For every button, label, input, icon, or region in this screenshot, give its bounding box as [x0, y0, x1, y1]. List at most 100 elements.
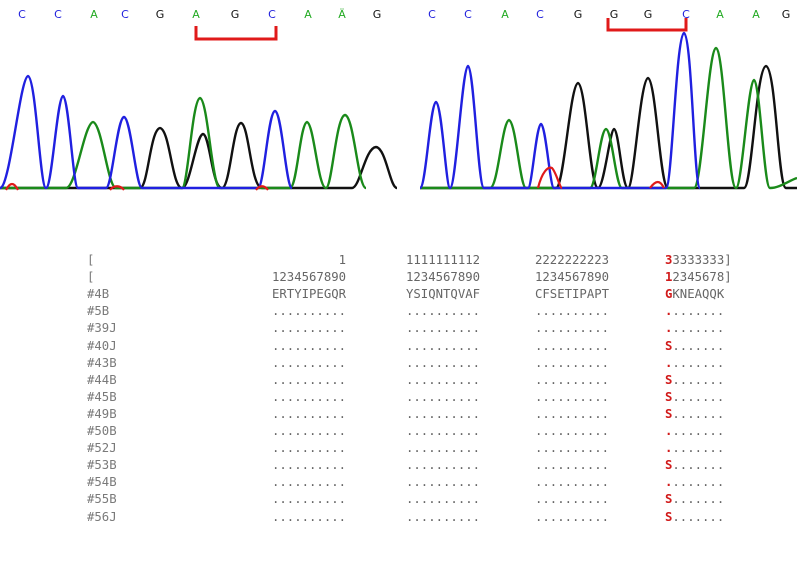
residues-32-38: .......	[672, 389, 725, 404]
residues-1-10: ..........	[272, 509, 347, 524]
residue-31-highlight: S	[665, 389, 673, 404]
protein-alignment: [ 1 1111111112 2222222223 33333333][1234567…	[0, 252, 797, 577]
alignment-row: #40J.............................. S.....…	[0, 338, 797, 355]
residues-11-20: ..........	[406, 355, 481, 370]
residues-1-10: 1	[272, 253, 347, 267]
residues-31-38: S.......	[665, 457, 724, 474]
trace-c-right	[418, 31, 702, 190]
residue-31-highlight: 1	[665, 270, 673, 285]
alignment-row: #4B ERTYIPEGQR YSIQNTQVAF CFSETIPAPT GKNEAQQ…	[0, 286, 797, 303]
sequence-label: #50B	[87, 424, 117, 438]
residues-21-30: ..........	[535, 509, 610, 524]
sequence-label: #55B	[87, 492, 117, 507]
residues-1-10: ..........	[272, 441, 347, 456]
residue-31-highlight: .	[665, 441, 673, 456]
residues-32-38: .......	[672, 321, 725, 336]
residues-31-38: ........	[665, 320, 724, 337]
residues-32-38: .......	[672, 338, 725, 353]
residues-31-38: S.......	[665, 491, 724, 508]
residues-31-38: ........	[665, 440, 724, 457]
residue-31-highlight: S	[665, 509, 673, 524]
residues-11-20: ..........	[406, 424, 481, 438]
residues-1-10: ..........	[272, 492, 347, 507]
alignment-header-row: [1234567890 1234567890 1234567890 12345678]	[0, 269, 797, 286]
residue-31-highlight: S	[665, 406, 673, 421]
base-call-left-7: G	[231, 8, 240, 21]
sequence-label: [	[87, 270, 95, 285]
residues-11-20: ..........	[406, 372, 481, 387]
residues-31-38: 12345678]	[665, 269, 732, 286]
residue-31-highlight: G	[665, 287, 673, 302]
residues-21-30: ..........	[535, 372, 610, 387]
trace-a-left	[0, 96, 368, 190]
residues-21-30: ..........	[535, 424, 610, 438]
residues-1-10: 1234567890	[272, 270, 347, 285]
sequence-label: #52J	[87, 441, 117, 456]
residues-11-20: ..........	[406, 406, 481, 421]
residues-1-10: ..........	[272, 424, 347, 438]
alignment-header-row: [ 1 1111111112 2222222223 33333333]	[0, 252, 797, 269]
residues-11-20: ..........	[406, 338, 481, 353]
alignment-row: #39J....................................…	[0, 320, 797, 337]
base-call-left-9: A	[304, 8, 312, 21]
base-call-right-9: A	[716, 8, 724, 21]
sequence-label: [	[87, 253, 95, 267]
residues-21-30: ..........	[535, 458, 610, 473]
residues-32-38: KNEAQQK	[672, 287, 725, 302]
residue-31-highlight: .	[665, 304, 673, 319]
trace-g-right	[420, 64, 797, 190]
residues-32-38: .......	[672, 492, 725, 507]
residues-21-30: ..........	[535, 441, 610, 456]
sequence-label: #40J	[87, 338, 117, 353]
residues-21-30: ..........	[535, 338, 610, 353]
base-call-right-10: A	[752, 8, 760, 21]
residues-31-38: ........	[665, 303, 724, 320]
residue-31-highlight: 3	[665, 253, 673, 267]
residues-1-10: ..........	[272, 389, 347, 404]
base-call-left-4: C	[121, 8, 129, 21]
base-call-left-6: A	[192, 8, 200, 21]
residues-31-38: S.......	[665, 406, 724, 423]
residues-31-38: ........	[665, 474, 724, 491]
base-call-right-11: G	[782, 8, 791, 21]
residues-32-38: .......	[672, 372, 725, 387]
base-call-right-7: G	[644, 8, 653, 21]
residues-11-20: ..........	[406, 458, 481, 473]
residues-21-30: CFSETIPAPT	[535, 287, 610, 302]
residues-21-30: ..........	[535, 475, 610, 490]
residue-31-highlight: .	[665, 424, 673, 438]
residues-11-20: YSIQNTQVAF	[406, 287, 481, 302]
residues-31-38: ........	[665, 423, 724, 440]
codon-bracket-right	[606, 18, 688, 32]
base-call-left-10: Ä	[338, 8, 346, 21]
sequence-label: #49B	[87, 406, 117, 421]
residues-32-38: .......	[672, 355, 725, 370]
alignment-row: #53B.............................. S.....…	[0, 457, 797, 474]
residues-21-30: ..........	[535, 355, 610, 370]
residues-11-20: ..........	[406, 441, 481, 456]
residues-1-10: ..........	[272, 406, 347, 421]
residues-11-20: ..........	[406, 321, 481, 336]
base-call-right-1: C	[428, 8, 436, 21]
residues-11-20: ..........	[406, 492, 481, 507]
alignment-row: #54B....................................…	[0, 474, 797, 491]
alignment-row: #55B.............................. S.....…	[0, 491, 797, 508]
trace-c-left	[0, 74, 294, 190]
sequence-label: #39J	[87, 321, 117, 336]
residues-32-38: .......	[672, 441, 725, 456]
base-call-right-5: G	[574, 8, 583, 21]
sequence-label: #56J	[87, 509, 117, 524]
residues-31-38: 33333333]	[665, 252, 732, 269]
residues-32-38: 2345678]	[672, 270, 732, 285]
residue-31-highlight: S	[665, 492, 673, 507]
base-call-left-3: A	[90, 8, 98, 21]
base-call-right-8: C	[682, 8, 690, 21]
sequence-label: #54B	[87, 475, 117, 490]
alignment-row: #52J....................................…	[0, 440, 797, 457]
base-call-right-2: C	[464, 8, 472, 21]
residue-31-highlight: S	[665, 372, 673, 387]
residues-21-30: ..........	[535, 389, 610, 404]
